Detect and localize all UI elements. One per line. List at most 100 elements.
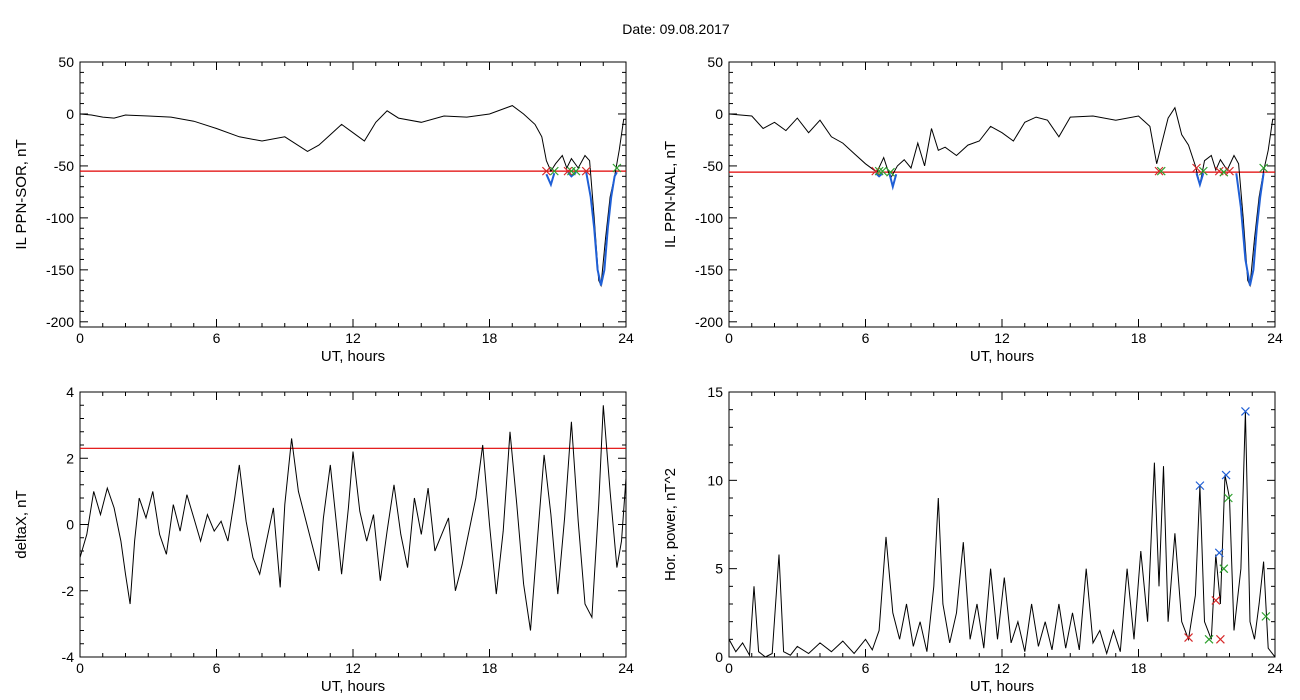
y-tick-label: -200 xyxy=(695,314,723,330)
x-tick-label: 18 xyxy=(482,660,498,676)
x-marker-stroke xyxy=(1154,166,1164,176)
x-tick-label: 6 xyxy=(213,660,221,676)
plot-frame xyxy=(728,61,1276,328)
plot-area xyxy=(80,105,626,288)
x-marker-stroke xyxy=(878,166,887,176)
x-marker-stroke xyxy=(1195,481,1205,491)
x-tick-label: 0 xyxy=(76,660,84,676)
series-line xyxy=(729,106,1275,288)
y-tick-label: -100 xyxy=(695,210,723,226)
y-tick-label: 4 xyxy=(66,384,74,400)
y-axis-label: IL PPN-SOR, nT xyxy=(13,139,30,249)
x-marker-stroke xyxy=(581,166,591,176)
x-marker xyxy=(1184,633,1193,642)
x-tick-label: 0 xyxy=(76,330,84,346)
series-line xyxy=(1235,173,1265,286)
x-axis-label: UT, hours xyxy=(321,678,385,695)
series-line xyxy=(888,172,898,191)
x-marker-stroke xyxy=(563,166,573,176)
x-marker xyxy=(1223,493,1233,503)
plot-frame xyxy=(728,391,1276,658)
chart-panel-horpower: 0 6 12 18 24 15 10 5 0 UT, hours Hor. power, nT^2 xyxy=(662,384,1283,695)
chart-panel-sor: 0 6 12 18 24 50 0 -50 -100 -150 -200 UT, hours IL PP… xyxy=(13,54,634,365)
x-marker xyxy=(878,166,887,176)
chart-panel-deltax: 0 6 12 18 24 4 2 0 -2 -4 UT, hours deltaX, nT xyxy=(13,384,634,695)
y-tick-label: 10 xyxy=(707,472,723,488)
x-tick-label: 12 xyxy=(345,330,361,346)
x-marker xyxy=(1225,166,1234,176)
x-marker-stroke xyxy=(1223,493,1233,503)
x-marker xyxy=(571,166,581,176)
x-marker xyxy=(1195,481,1205,491)
y-tick-label: 50 xyxy=(707,54,723,70)
x-tick-label: 12 xyxy=(345,660,361,676)
plot-frame xyxy=(79,61,627,328)
x-marker-stroke xyxy=(571,166,581,176)
y-tick-label: -2 xyxy=(62,583,75,599)
x-marker-stroke xyxy=(1215,634,1225,644)
x-tick-label: 0 xyxy=(725,660,733,676)
y-tick-label: 0 xyxy=(715,649,723,665)
plot-area xyxy=(729,106,1275,288)
x-marker-stroke xyxy=(541,166,551,176)
y-tick-label: 0 xyxy=(66,517,74,533)
x-marker xyxy=(1156,166,1166,176)
x-marker-stroke xyxy=(612,163,622,173)
series-line xyxy=(80,105,626,288)
x-marker xyxy=(1214,548,1224,558)
date-title: Date: 09.08.2017 xyxy=(622,21,730,37)
x-marker-stroke xyxy=(1198,166,1208,176)
x-marker-stroke xyxy=(549,166,559,176)
y-tick-label: -200 xyxy=(46,314,74,330)
plot-frame xyxy=(79,391,627,658)
x-marker-stroke xyxy=(1184,633,1193,642)
x-tick-label: 18 xyxy=(1131,330,1147,346)
x-marker-stroke xyxy=(1156,166,1166,176)
x-axis-label: UT, hours xyxy=(321,348,385,365)
x-marker xyxy=(1215,634,1225,644)
x-tick-label: 12 xyxy=(994,330,1010,346)
x-tick-label: 24 xyxy=(1267,330,1283,346)
series-line xyxy=(1195,172,1205,189)
x-marker-stroke xyxy=(1221,470,1231,480)
x-marker xyxy=(1261,611,1271,621)
y-axis-label: Hor. power, nT^2 xyxy=(662,468,679,581)
x-marker-stroke xyxy=(871,166,881,176)
x-tick-label: 18 xyxy=(482,330,498,346)
plot-area xyxy=(729,407,1275,657)
series-line xyxy=(545,172,556,188)
y-tick-label: -4 xyxy=(62,649,75,665)
x-marker-stroke xyxy=(1192,163,1201,173)
x-marker xyxy=(1198,166,1208,176)
x-tick-label: 24 xyxy=(618,660,634,676)
y-tick-label: 15 xyxy=(707,384,723,400)
x-axis-label: UT, hours xyxy=(970,348,1034,365)
x-marker xyxy=(886,167,895,177)
x-marker xyxy=(541,166,551,176)
y-tick-label: -50 xyxy=(703,158,723,174)
x-marker-stroke xyxy=(1259,163,1269,173)
x-marker xyxy=(1219,564,1229,574)
x-marker xyxy=(1221,470,1231,480)
y-tick-label: 5 xyxy=(715,561,723,577)
x-tick-label: 6 xyxy=(862,660,870,676)
plot-area xyxy=(80,405,626,631)
y-tick-label: 0 xyxy=(66,106,74,122)
x-tick-label: 12 xyxy=(994,660,1010,676)
y-tick-label: -150 xyxy=(695,262,723,278)
x-marker-stroke xyxy=(1241,407,1250,416)
x-marker-stroke xyxy=(1261,611,1271,621)
x-tick-label: 24 xyxy=(618,330,634,346)
x-marker-stroke xyxy=(1204,634,1214,644)
x-marker xyxy=(871,166,881,176)
x-marker-stroke xyxy=(874,166,884,176)
x-marker xyxy=(1154,166,1164,176)
x-marker xyxy=(581,166,591,176)
x-tick-label: 18 xyxy=(1131,660,1147,676)
y-tick-label: 50 xyxy=(58,54,74,70)
y-axis-label: deltaX, nT xyxy=(13,490,30,558)
x-marker xyxy=(563,166,573,176)
y-axis-label: IL PPN-NAL, nT xyxy=(662,141,679,248)
y-tick-label: -100 xyxy=(46,210,74,226)
